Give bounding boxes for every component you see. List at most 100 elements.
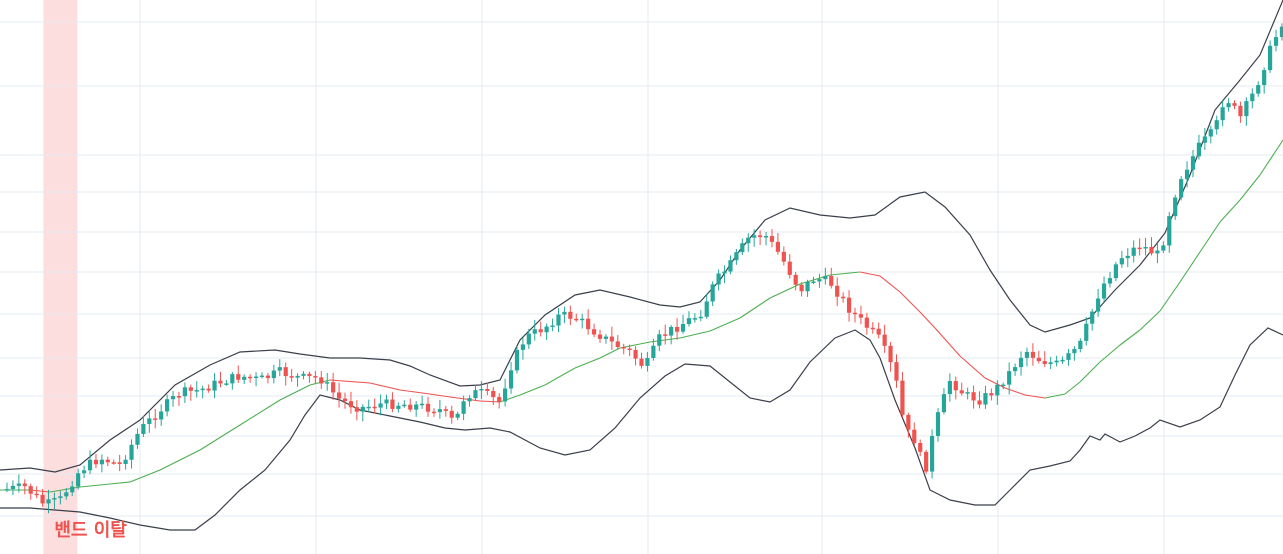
candle-up	[716, 269, 721, 291]
candle-down	[835, 277, 840, 307]
middle-band-segment	[1219, 199, 1241, 223]
middle-band-segment	[959, 355, 986, 379]
candle-up	[1256, 81, 1261, 97]
candle-up	[1214, 115, 1219, 135]
candle-up	[1066, 348, 1071, 366]
candle-body	[550, 325, 555, 328]
candle-down	[307, 371, 312, 383]
candle-up	[503, 378, 508, 407]
candle-body	[1267, 45, 1273, 71]
candle-down	[894, 354, 899, 388]
candle-body	[852, 312, 858, 315]
candle-down	[663, 324, 668, 345]
candle-body	[538, 329, 543, 333]
candle-body	[698, 316, 703, 319]
candle-up	[165, 394, 170, 417]
candle-up	[817, 273, 822, 288]
candle-body	[52, 498, 57, 500]
candle-body	[746, 237, 751, 244]
candle-body	[170, 396, 176, 400]
candle-body	[117, 462, 122, 465]
candle-down	[1042, 351, 1047, 367]
middle-band-segment	[199, 424, 241, 451]
candle-up	[1161, 241, 1166, 254]
candle-down	[431, 408, 437, 417]
candle-body	[313, 376, 318, 378]
middle-band-segment	[159, 449, 201, 471]
candle-body	[378, 403, 383, 408]
candle-body	[242, 376, 247, 380]
candle-body	[1256, 85, 1261, 94]
candle-body	[615, 341, 620, 348]
candle-up	[46, 489, 51, 514]
candle-body	[787, 261, 792, 275]
candle-down	[959, 382, 964, 396]
candle-body	[876, 328, 881, 335]
middle-band-segment	[859, 271, 881, 277]
candle-down	[176, 391, 182, 406]
middle-band-segment	[369, 382, 401, 391]
candle-body	[1090, 311, 1095, 324]
candle-up	[811, 276, 816, 285]
candle-down	[348, 391, 354, 414]
candle-up	[1024, 347, 1030, 367]
candle-body	[811, 281, 816, 283]
candle-up	[1007, 362, 1012, 395]
candle-down	[34, 486, 39, 499]
candle-up	[1220, 100, 1225, 127]
candle-body	[621, 347, 626, 349]
candle-body	[1273, 37, 1279, 46]
candle-body	[835, 285, 840, 297]
candle-body	[829, 275, 834, 286]
candle-body	[176, 396, 182, 398]
candle-body	[544, 326, 549, 333]
candle-down	[111, 459, 116, 465]
candle-body	[141, 423, 146, 434]
candle-body	[704, 301, 709, 317]
annotations: 밴드 이탈밴드 이탈	[54, 520, 127, 541]
upper-band-line	[0, 0, 1283, 473]
candle-down	[449, 405, 454, 424]
candle-body	[657, 334, 662, 346]
candle-down	[497, 393, 502, 409]
candle-body	[64, 492, 69, 497]
candle-up	[366, 399, 371, 412]
candle-up	[271, 364, 276, 384]
middle-band-segment	[429, 393, 451, 398]
candle-up	[1226, 98, 1231, 112]
candle-up	[1018, 351, 1024, 376]
candle-body	[10, 485, 16, 490]
candle-body	[1013, 367, 1018, 372]
candle-body	[165, 399, 170, 412]
candle-body	[443, 409, 448, 411]
candle-up	[1054, 355, 1059, 367]
candle-body	[473, 390, 478, 399]
candle-up	[669, 324, 674, 345]
candle-down	[188, 384, 193, 401]
candle-body	[752, 235, 757, 238]
candle-body	[1155, 250, 1160, 254]
candle-down	[336, 382, 342, 408]
candle-up	[680, 314, 686, 334]
candle-down	[342, 392, 348, 409]
candle-body	[1208, 129, 1213, 137]
candle-body	[1030, 351, 1035, 358]
candle-body	[408, 404, 413, 410]
candle-down	[793, 272, 798, 291]
candle-down	[1030, 343, 1035, 366]
candle-down	[354, 400, 359, 421]
middle-band-segment	[1159, 281, 1181, 312]
candle-body	[253, 376, 259, 379]
middle-band-segment	[129, 469, 161, 483]
candle-body	[467, 398, 472, 402]
candle-up	[941, 388, 947, 415]
candle-body	[959, 390, 964, 394]
candle-up	[1001, 382, 1006, 390]
candle-body	[858, 314, 864, 318]
candle-body	[686, 318, 692, 325]
candle-body	[728, 260, 733, 272]
candle-body	[627, 348, 632, 350]
candle-down	[40, 488, 45, 507]
candle-body	[366, 406, 371, 409]
candle-down	[491, 387, 496, 405]
